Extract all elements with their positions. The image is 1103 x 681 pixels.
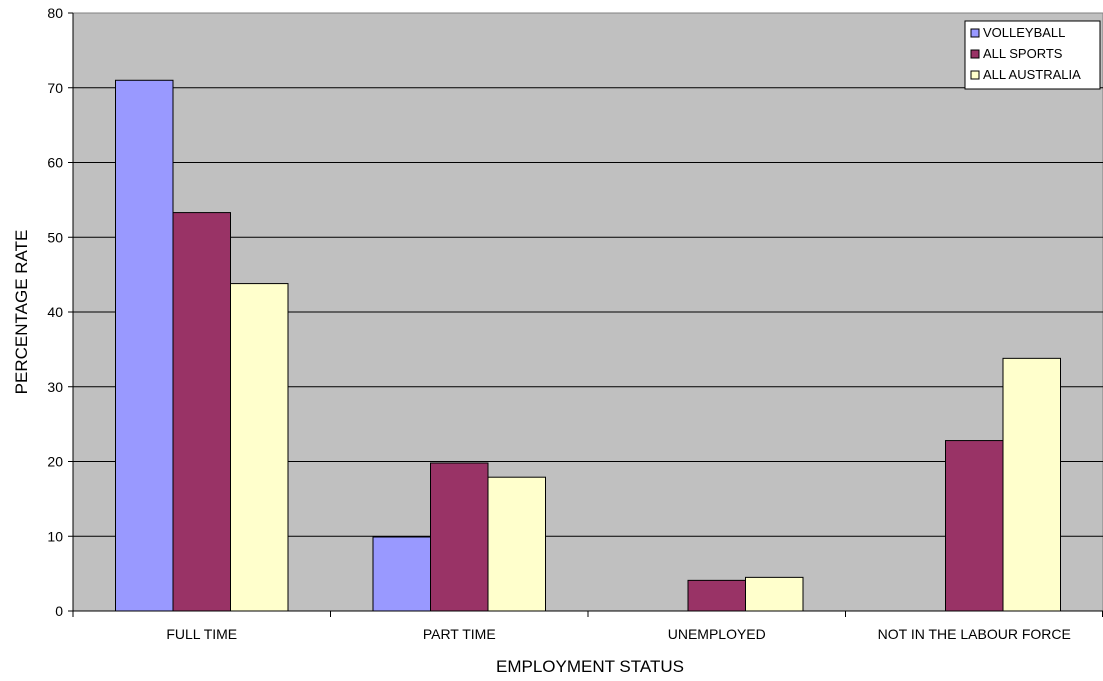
- bar-all-australia: [230, 283, 289, 612]
- legend-label: ALL SPORTS: [983, 46, 1063, 61]
- y-ticks: 0 10 20 30 40 50 60 70 80: [47, 5, 73, 619]
- bar-all-sports: [687, 579, 746, 612]
- legend: VOLLEYBALL ALL SPORTS ALL AUSTRALIA: [964, 20, 1101, 90]
- x-axis-title: EMPLOYMENT STATUS: [496, 657, 684, 676]
- bar-all-sports: [430, 462, 489, 612]
- y-tick-label: 40: [47, 304, 63, 320]
- y-tick-label: 50: [47, 229, 63, 245]
- x-tick-label: UNEMPLOYED: [668, 626, 766, 642]
- legend-swatch: [970, 70, 980, 80]
- bar-volleyball: [372, 536, 431, 612]
- y-tick-label: 0: [55, 603, 63, 619]
- bar-volleyball: [115, 79, 174, 612]
- bar-all-australia: [745, 576, 804, 612]
- bar-all-sports: [172, 212, 231, 612]
- legend-swatch: [970, 28, 980, 38]
- x-ticks: FULL TIME PART TIME UNEMPLOYED NOT IN THE L…: [72, 611, 1103, 642]
- y-tick-label: 20: [47, 454, 63, 470]
- x-tick-label: NOT IN THE LABOUR FORCE: [878, 626, 1071, 642]
- bar-all-australia: [1002, 357, 1061, 612]
- y-tick-label: 30: [47, 379, 63, 395]
- legend-swatch: [970, 49, 980, 59]
- bar-all-australia: [487, 476, 546, 612]
- y-tick-label: 60: [47, 155, 63, 171]
- x-tick-label: FULL TIME: [166, 626, 237, 642]
- y-tick-label: 80: [47, 5, 63, 21]
- y-axis-title: PERCENTAGE RATE: [12, 230, 31, 395]
- bar-all-sports: [945, 440, 1004, 612]
- bars: [115, 79, 1061, 612]
- y-tick-label: 10: [47, 528, 63, 544]
- y-tick-label: 70: [47, 80, 63, 96]
- x-tick-label: PART TIME: [423, 626, 496, 642]
- legend-label: ALL AUSTRALIA: [983, 67, 1081, 82]
- legend-box: [964, 20, 1101, 90]
- legend-label: VOLLEYBALL: [983, 25, 1065, 40]
